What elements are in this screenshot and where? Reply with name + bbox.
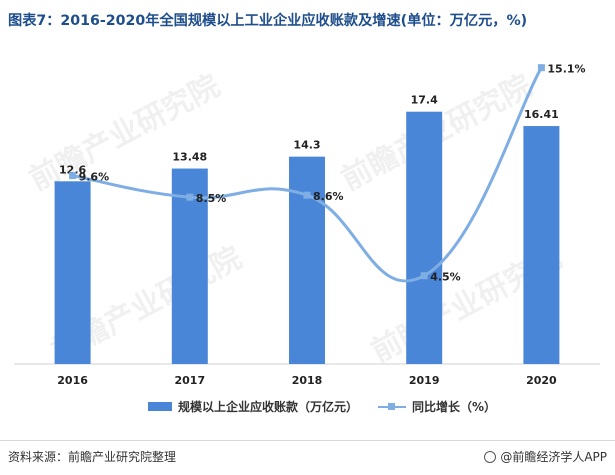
brand-text: @前瞻经济学人APP: [500, 450, 607, 464]
legend: 规模以上企业应收账款（万亿元） 同比增长（%）: [0, 396, 615, 416]
growth-marker: [420, 272, 428, 280]
legend-bar-label: 规模以上企业应收账款（万亿元）: [178, 399, 359, 414]
bar-data-label: 17.4: [411, 94, 438, 107]
brand-credit: @前瞻经济学人APP: [484, 448, 607, 465]
x-tick-label: 2020: [526, 374, 557, 387]
growth-marker: [303, 191, 311, 199]
bar-data-label: 14.3: [293, 139, 320, 152]
bar-data-label: 12.6: [59, 163, 86, 176]
bar: [523, 126, 560, 365]
growth-marker: [537, 64, 545, 72]
legend-item-bar: 规模以上企业应收账款（万亿元）: [148, 396, 358, 416]
growth-marker: [186, 193, 194, 201]
legend-bar-swatch: [148, 401, 172, 411]
growth-line: [72, 66, 543, 283]
x-tick-label: 2016: [57, 374, 88, 387]
growth-marker: [69, 172, 77, 180]
growth-data-label: 15.1%: [547, 63, 585, 76]
x-tick-label: 2017: [174, 374, 205, 387]
bar: [406, 111, 443, 364]
chart-area: 12.6 13.48 14.3 17.4 16.41 2016 2017 2018 2019 20…: [14, 63, 600, 387]
bar-data-label: 13.48: [172, 151, 207, 164]
bar: [289, 156, 325, 364]
growth-data-label: 8.5%: [196, 192, 227, 205]
footer-divider: [0, 440, 615, 441]
legend-item-line: 同比增长（%）: [378, 396, 496, 416]
brand-logo-icon: [484, 450, 497, 463]
source-note: 资料来源：前瞻产业研究院整理: [8, 450, 177, 464]
growth-data-label: 8.6%: [313, 190, 344, 203]
bar-data-label: 16.41: [524, 108, 559, 121]
growth-data-label: 4.5%: [430, 271, 461, 284]
bar: [54, 181, 91, 364]
x-tick-label: 2018: [292, 374, 323, 387]
chart-title: 图表7：2016-2020年全国规模以上工业企业应收账款及增速(单位：万亿元，%…: [8, 13, 528, 29]
x-tick-label: 2019: [409, 374, 440, 387]
growth-data-label: 9.6%: [79, 171, 110, 184]
legend-line-swatch: [378, 402, 406, 411]
legend-line-label: 同比增长（%）: [412, 399, 497, 414]
bar: [171, 168, 208, 364]
